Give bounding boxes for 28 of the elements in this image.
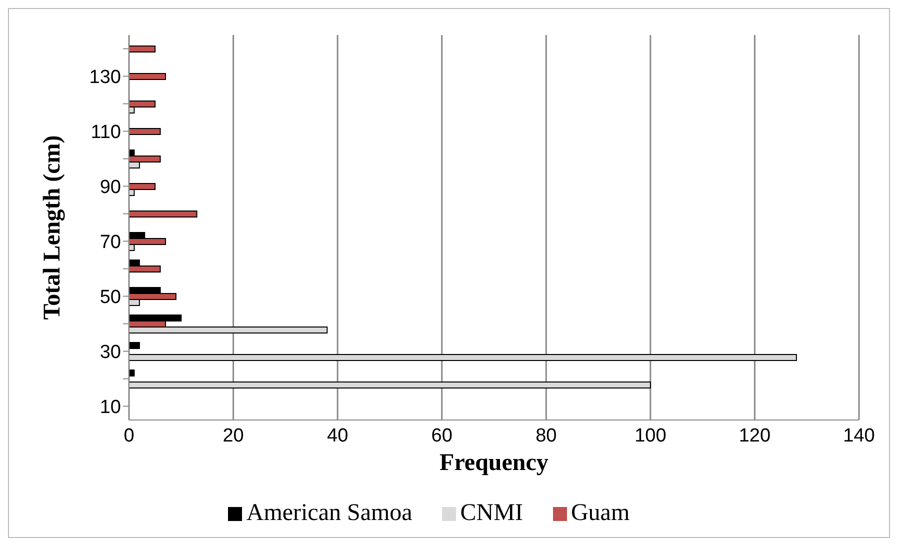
x-tick-label: 60: [431, 425, 452, 446]
x-tick-label: 0: [124, 425, 134, 446]
y-tick-label: 130: [89, 66, 121, 88]
bar: [129, 382, 651, 388]
y-tick-label: 70: [100, 232, 121, 253]
x-tick-label: 40: [327, 425, 348, 446]
y-axis-title: Total Length (cm): [40, 135, 66, 320]
bar: [129, 354, 797, 361]
y-tick-label: 90: [100, 176, 121, 198]
bar: [129, 210, 198, 218]
x-tick-label: 80: [536, 425, 557, 446]
x-tick-label: 100: [634, 425, 666, 446]
bar: [129, 73, 166, 80]
y-tick-label: 110: [90, 122, 121, 143]
y-tick-label: 10: [100, 396, 121, 418]
bar: [129, 128, 161, 135]
x-tick-label: 120: [738, 425, 771, 446]
bar: [129, 342, 140, 349]
bar: [129, 370, 135, 376]
x-tick-label: 20: [222, 425, 244, 446]
legend-label: American Samoa: [246, 500, 412, 526]
x-tick-label: 140: [843, 425, 875, 446]
legend-label: Guam: [570, 500, 630, 526]
y-tick-label: 50: [100, 286, 121, 308]
bar: [129, 46, 156, 52]
x-axis-title: Frequency: [440, 450, 548, 476]
y-tick-label: 30: [100, 342, 121, 363]
legend-label: CNMI: [460, 500, 523, 526]
